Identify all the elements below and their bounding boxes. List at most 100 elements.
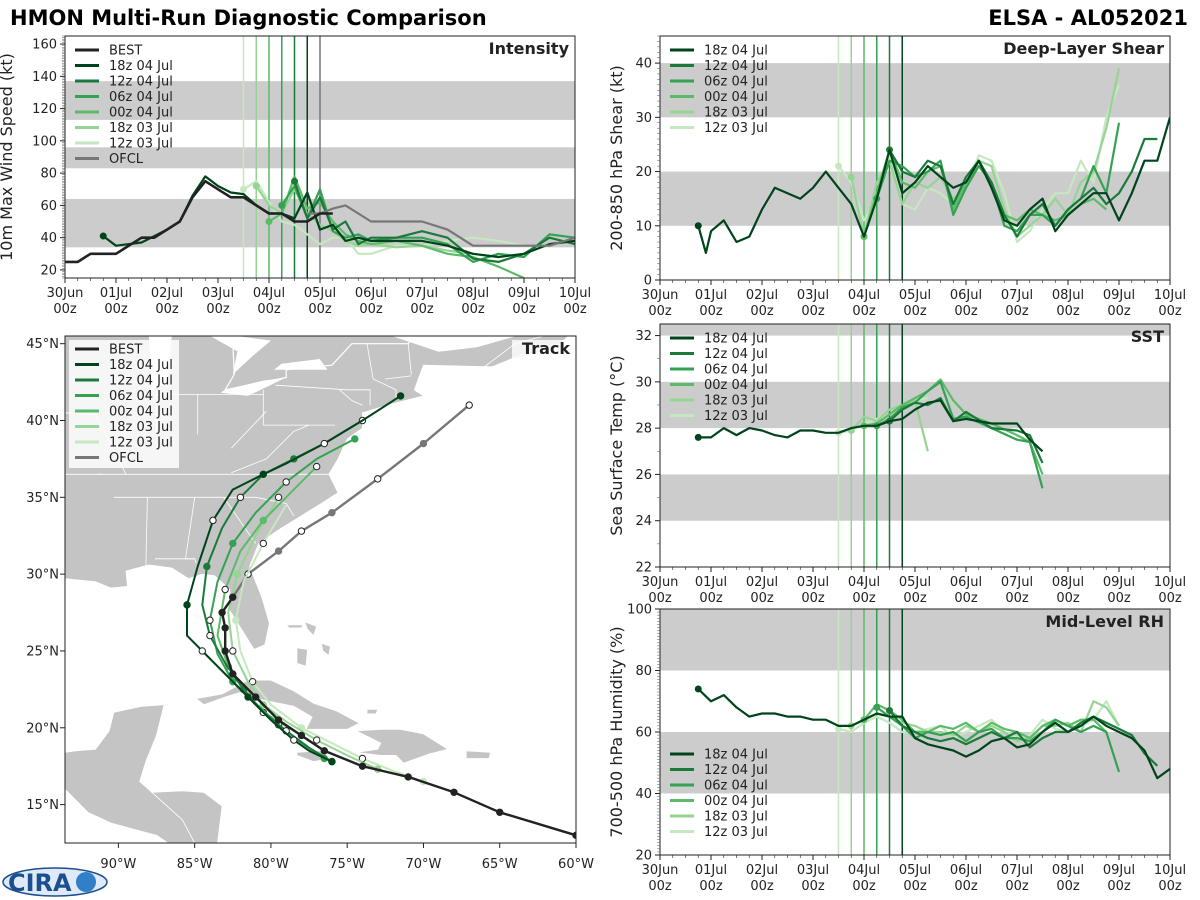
rh-xtick-date: 06Jul: [950, 863, 982, 878]
great-lake-3: [220, 377, 287, 396]
track-point-best: [297, 731, 306, 740]
sst-xtick-hour: 00z: [903, 591, 927, 606]
track-point-18z-04-jul: [183, 601, 191, 609]
intensity-panel: 2040608010012014016030Jun00z01Jul00z02Ju…: [0, 35, 591, 317]
intensity-xtick-date: 01Jul: [100, 286, 132, 301]
intensity-xtick-date: 09Jul: [508, 286, 540, 301]
sst-xtick-date: 05Jul: [899, 575, 931, 590]
state-border-6: [113, 496, 295, 517]
sst-ylabel: Sea Surface Temp (°C): [607, 355, 626, 535]
intensity-xtick-date: 07Jul: [406, 286, 438, 301]
shear-ylabel: 200-850 hPa Shear (kt): [607, 65, 626, 251]
intensity-init-marker-12z-03-jul: [240, 185, 247, 193]
track-point-12z-03-jul: [259, 539, 267, 548]
sst-xtick-hour: 00z: [954, 591, 978, 606]
intensity-init-marker-00z-04-jul: [265, 218, 273, 226]
intensity-legend-label-12z-04-jul: 12z 04 Jul: [109, 75, 173, 90]
intensity-ytick-label: 140: [32, 70, 57, 85]
rh-legend-label-18z-03-jul: 18z 03 Jul: [704, 810, 768, 825]
shear-xtick-date: 05Jul: [899, 288, 931, 303]
shear-xtick-hour: 00z: [1005, 304, 1029, 319]
sst-legend-label-12z-03-jul: 12z 03 Jul: [704, 409, 768, 424]
state-border-13: [407, 343, 412, 375]
shear-xtick-date: 08Jul: [1052, 288, 1084, 303]
intensity-legend-label-best: BEST: [109, 44, 142, 59]
intensity-xtick-date: 03Jul: [202, 286, 234, 301]
track-point-best: [320, 747, 329, 755]
sst-xtick-hour: 00z: [1056, 591, 1080, 606]
sst-ytick-label: 30: [635, 375, 652, 390]
rh-ylabel: 700-500 hPa Humidity (%): [607, 626, 626, 837]
shear-legend-label-06z-04-jul: 06z 04 Jul: [704, 75, 768, 90]
sst-series-18z-03-jul: [850, 399, 929, 452]
rh-xtick-hour: 00z: [1107, 879, 1131, 894]
track-point-00z-04-jul: [312, 462, 321, 471]
rh-plot-area: [660, 609, 1170, 855]
sst-xtick-date: 06Jul: [950, 575, 982, 590]
rh-xtick-date: 07Jul: [1001, 863, 1033, 878]
rh-xtick-hour: 00z: [1005, 879, 1029, 894]
rh-series-06z-04-jul: [876, 706, 1121, 773]
rh-xtick-date: 10Jul: [1154, 863, 1186, 878]
track-xtick-label: 75°W: [329, 857, 365, 872]
track-point-best: [274, 716, 283, 724]
track-legend-label-06z-04-jul: 06z 04 Jul: [109, 389, 173, 404]
rh-ytick-label: 80: [635, 664, 652, 679]
shear-legend-label-18z-04-jul: 18z 04 Jul: [704, 44, 768, 59]
intensity-init-marker-18z-03-jul: [252, 182, 260, 190]
track-xtick-label: 80°W: [253, 857, 289, 872]
shear-legend-label-12z-03-jul: 12z 03 Jul: [704, 121, 768, 136]
intensity-ylabel: 10m Max Wind Speed (kt): [0, 53, 16, 261]
intensity-xtick-hour: 00z: [53, 302, 77, 317]
sst-band-1: [660, 381, 1170, 429]
shear-series-18z-03-jul: [850, 68, 1121, 238]
intensity-xtick-date: 10Jul: [559, 286, 591, 301]
track-ytick-label: 45°N: [26, 337, 59, 352]
land-puerto-rico: [465, 750, 492, 759]
sst-legend-label-12z-04-jul: 12z 04 Jul: [704, 347, 768, 362]
rh-init-marker-12z-04-jul: [886, 706, 893, 714]
state-border-23: [231, 411, 267, 449]
sst-title: SST: [1131, 327, 1164, 346]
shear-band-0: [660, 171, 1170, 226]
rh-init-marker-06z-04-jul: [873, 703, 881, 711]
sst-ytick-label: 24: [635, 514, 652, 529]
state-border-10: [339, 389, 363, 406]
track-ofcl: [231, 404, 470, 598]
rh-xtick-hour: 00z: [699, 879, 723, 894]
intensity-series-ofcl: [307, 204, 575, 247]
track-ytick-label: 15°N: [26, 798, 59, 813]
track-point-best: [358, 762, 367, 770]
shear-init-marker-18z-03-jul: [847, 173, 855, 181]
shear-legend-label-00z-04-jul: 00z 04 Jul: [704, 90, 768, 105]
intensity-xtick-hour: 00z: [155, 302, 179, 317]
intensity-series-12z-04-jul: [293, 180, 575, 263]
us-canada-border: [221, 336, 470, 391]
rh-legend-label-06z-04-jul: 06z 04 Jul: [704, 779, 768, 794]
sst-series-00z-04-jul: [863, 378, 1044, 475]
land-bahamas-gbi: [285, 624, 304, 629]
shear-xtick-date: 30Jun: [642, 288, 679, 303]
figure-title: HMON Multi-Run Diagnostic Comparison: [10, 6, 487, 30]
land-bahamas-eleuthera: [320, 642, 331, 657]
track-point-18z-04-jul: [198, 647, 206, 655]
rh-xtick-date: 02Jul: [746, 863, 778, 878]
rh-series-12z-04-jul: [888, 709, 1159, 767]
intensity-ytick-label: 160: [32, 38, 57, 53]
intensity-xtick-hour: 00z: [257, 302, 281, 317]
track-ytick-label: 30°N: [26, 568, 59, 583]
track-point-best: [251, 693, 260, 701]
intensity-xtick-hour: 00z: [563, 302, 587, 317]
intensity-init-marker-18z-04-jul: [99, 232, 107, 240]
sst-xtick-hour: 00z: [699, 591, 723, 606]
shear-panel: 01020304030Jun00z01Jul00z02Jul00z03Jul00…: [607, 35, 1186, 319]
intensity-xtick-hour: 00z: [308, 302, 332, 317]
intensity-legend-label-ofcl: OFCL: [109, 152, 144, 167]
sst-ytick-label: 22: [635, 561, 652, 576]
rh-ytick-label: 20: [635, 849, 652, 864]
land-bahamas-andros: [296, 647, 308, 667]
sst-xtick-hour: 00z: [1005, 591, 1029, 606]
land-central-america: [65, 704, 196, 843]
track-point-12z-03-jul: [232, 616, 240, 624]
